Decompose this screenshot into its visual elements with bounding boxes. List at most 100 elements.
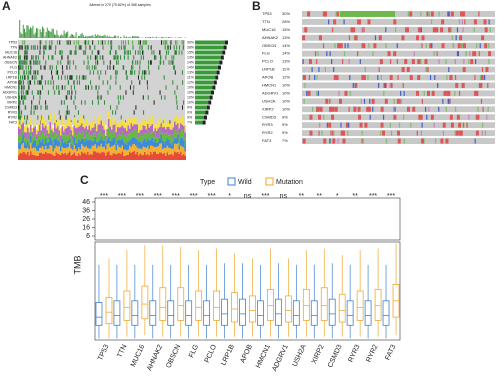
mutation-cell bbox=[115, 70, 117, 75]
mutation-cell bbox=[182, 45, 184, 50]
panel-label: A bbox=[2, 0, 11, 13]
mutation-cell bbox=[34, 60, 36, 65]
spectrum-bar bbox=[178, 128, 180, 137]
mutation-tick bbox=[447, 98, 449, 104]
spectrum-bar bbox=[139, 123, 141, 131]
gene-label: OBSCN bbox=[262, 43, 276, 48]
mutation-tick bbox=[367, 75, 369, 80]
mutation-tick bbox=[456, 27, 459, 33]
mutation-cell bbox=[79, 75, 81, 80]
mutation-tick bbox=[303, 98, 305, 104]
spectrum-bar bbox=[135, 145, 137, 155]
mutation-cell bbox=[69, 50, 71, 55]
spectrum-bar bbox=[141, 143, 143, 150]
mutation-cell bbox=[159, 55, 161, 60]
top-bar bbox=[163, 36, 165, 38]
mutation-cell bbox=[98, 75, 100, 80]
mutation-tick bbox=[390, 130, 393, 136]
mutation-tick bbox=[462, 67, 466, 73]
mutation-cell bbox=[77, 110, 79, 115]
spectrum-bar bbox=[132, 125, 134, 132]
mutation-cell bbox=[18, 90, 20, 95]
mutation-cell bbox=[42, 55, 44, 60]
spectrum-bar bbox=[61, 152, 63, 160]
gene-label: MUC16 bbox=[262, 27, 276, 32]
top-bar bbox=[88, 35, 90, 38]
mutation-cell bbox=[64, 85, 66, 90]
spectrum-bar bbox=[165, 133, 167, 141]
mutation-tick bbox=[461, 82, 465, 88]
mutation-cell bbox=[174, 70, 176, 75]
spectrum-bar bbox=[151, 137, 153, 147]
spectrum-bar bbox=[183, 134, 185, 141]
mutation-cell bbox=[72, 60, 74, 65]
mutation-cell bbox=[65, 115, 67, 120]
spectrum-bar bbox=[78, 122, 80, 127]
mutation-cell bbox=[70, 75, 72, 80]
mutation-tick bbox=[450, 122, 454, 128]
mutation-cell bbox=[21, 75, 23, 80]
mutation-cell bbox=[107, 80, 109, 85]
mutation-cell bbox=[33, 110, 35, 115]
spectrum-bar bbox=[118, 153, 120, 160]
percent-label: 9% bbox=[187, 115, 192, 119]
x-tick-label: FLG bbox=[188, 344, 200, 359]
mutation-tick bbox=[458, 122, 462, 128]
mutation-cell bbox=[22, 40, 24, 45]
mutation-cell bbox=[41, 75, 43, 80]
mutation-cell bbox=[85, 75, 87, 80]
mutation-cell bbox=[83, 115, 85, 120]
spectrum-bar bbox=[30, 117, 32, 126]
mutation-tick bbox=[445, 138, 449, 144]
spectrum-bar bbox=[33, 123, 35, 128]
spectrum-bar bbox=[39, 124, 41, 133]
mutation-cell bbox=[110, 45, 112, 50]
spectrum-bar bbox=[31, 131, 33, 137]
mutation-cell bbox=[23, 85, 25, 90]
spectrum-bar bbox=[81, 144, 83, 152]
top-bar bbox=[86, 36, 88, 38]
mutation-tick bbox=[314, 51, 317, 57]
mutation-cell bbox=[38, 100, 40, 105]
spectrum-bar bbox=[66, 143, 68, 148]
mutation-tick bbox=[417, 59, 421, 65]
mutation-cell bbox=[169, 120, 171, 125]
mutation-tick bbox=[374, 35, 377, 41]
spectrum-bar bbox=[55, 121, 57, 129]
spectrum-bar bbox=[57, 118, 59, 127]
spectrum-bar bbox=[169, 154, 171, 160]
mutation-cell bbox=[123, 45, 125, 50]
mutation-cell bbox=[170, 40, 172, 45]
percent-label: 15% bbox=[187, 50, 194, 54]
mutation-cell bbox=[181, 70, 183, 75]
mutation-cell bbox=[18, 95, 20, 100]
spectrum-bar bbox=[72, 144, 74, 150]
mutation-tick bbox=[398, 122, 401, 128]
mutation-cell bbox=[58, 110, 60, 115]
mutation-cell bbox=[142, 50, 144, 55]
mutation-cell bbox=[137, 75, 139, 80]
mutation-cell bbox=[103, 60, 105, 65]
mutation-cell bbox=[85, 85, 87, 90]
spectrum-bar bbox=[57, 146, 59, 154]
mutation-tick bbox=[438, 11, 440, 17]
mutation-tick bbox=[475, 130, 479, 136]
mutation-cell bbox=[141, 75, 143, 80]
mutation-cell bbox=[20, 80, 22, 85]
mutation-tick bbox=[468, 59, 470, 65]
spectrum-bar bbox=[154, 147, 156, 152]
spectrum-bar bbox=[52, 128, 54, 133]
mutation-tick bbox=[335, 11, 337, 17]
spectrum-bar bbox=[22, 116, 24, 123]
spectrum-bar bbox=[34, 147, 36, 156]
spectrum-bar bbox=[168, 135, 170, 140]
mutation-cell bbox=[167, 50, 169, 55]
mutation-tick bbox=[326, 51, 328, 57]
spectrum-bar bbox=[72, 149, 74, 155]
gene-label: AHNAK2 bbox=[262, 35, 279, 40]
mutation-cell bbox=[124, 50, 126, 55]
spectrum-bar bbox=[30, 142, 32, 152]
mutation-cell bbox=[110, 75, 112, 80]
spectrum-bar bbox=[115, 132, 117, 139]
spectrum-bar bbox=[42, 146, 44, 154]
